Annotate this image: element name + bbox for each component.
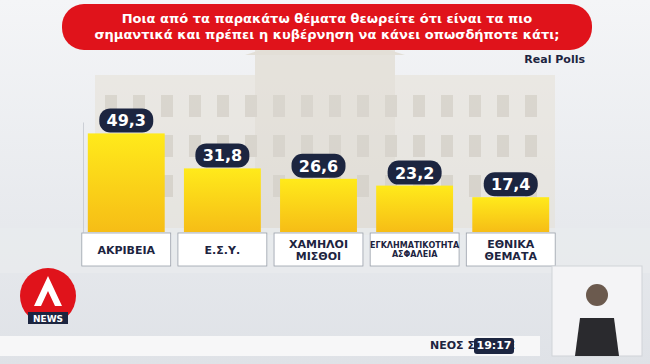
ticker-bar [0,336,540,356]
interpreter-head [586,284,608,306]
building-window [469,135,481,157]
building-window [189,95,201,117]
y-axis-line [83,123,84,233]
building-window [413,95,425,117]
bar [376,186,453,232]
title: Ποια από τα παρακάτω θέματα θεωρείτε ότι… [94,11,559,42]
building-window [245,95,257,117]
y-axis [83,123,84,233]
x-tick-box [82,233,171,266]
bar [472,197,549,232]
channel-logo [20,268,76,324]
building-window [161,95,173,117]
building-window [385,95,397,117]
bars [88,133,549,232]
building-window [441,135,453,157]
logo-mark [34,276,62,306]
data-label: 17,4 [491,175,530,194]
building-window [497,135,509,157]
building-window [357,135,369,157]
data-label: 49,3 [107,111,146,130]
data-label-background [195,143,249,167]
data-label: 23,2 [395,164,434,183]
x-tick-label: ΧΑΜΗΛΟΙΜΙΣΘΟΙ [289,238,348,263]
logo-text: NEWS [33,314,63,324]
data-label-background [484,172,538,196]
building-window [525,135,537,157]
source: Real Polls [524,53,585,66]
x-tick-box [370,233,459,266]
building-window [329,135,341,157]
data-label: 26,6 [299,157,338,176]
building-window [441,95,453,117]
x-axis: ΑΚΡΙΒΕΙΑ Ε.Σ.Υ. ΧΑΜΗΛΟΙΜΙΣΘΟΙ ΕΓΚΛΗΜΑΤΙΚΟΤΗ… [82,233,555,266]
background [0,0,650,364]
building-window [497,95,509,117]
logo-circle [20,268,76,324]
logo-band [28,312,68,324]
building-window [469,175,481,197]
building-window [525,95,537,117]
x-tick-label: ΑΚΡΙΒΕΙΑ [97,244,155,257]
building-window [301,95,313,117]
building-window [217,95,229,117]
data-label-background [388,161,442,185]
data-labels: 49,3 31,8 26,6 23,2 17,4 [99,108,537,196]
data-label-background [99,108,153,132]
chart: Ποια από τα παρακάτω θέματα θεωρείτε ότι… [0,0,650,364]
data-label: 31,8 [203,146,242,165]
x-tick-label: ΕΘΝΙΚΑΘΕΜΑΤΑ [485,238,538,263]
ticker-text: ΝΕΟΣ ΣΥΝΑΓΕ [430,339,515,352]
interpreter-body [575,318,619,356]
bar [88,133,165,232]
x-tick-label: ΕΓΚΛΗΜΑΤΙΚΟΤΗΤΑΑΣΦΑΛΕΙΑ [370,241,460,259]
bar [280,179,357,232]
building-window [301,135,313,157]
clock: 19:17 [476,339,511,352]
building-window [357,95,369,117]
data-label-background [292,154,346,178]
title-background [62,4,592,50]
x-tick-box [466,233,555,266]
building-window [273,135,285,157]
interpreter-box [552,266,642,356]
building-window [385,135,397,157]
x-tick-box [178,233,267,266]
clock-box [474,338,514,354]
building-center [255,50,395,235]
building-window [329,95,341,117]
title-banner: Ποια από τα παρακάτω θέματα θεωρείτε ότι… [62,4,592,50]
bar [184,168,261,232]
building-window [469,95,481,117]
building-window [357,175,369,197]
x-tick-label: Ε.Σ.Υ. [205,244,241,257]
building-window [273,95,285,117]
x-tick-box [274,233,363,266]
building-window [413,135,425,157]
